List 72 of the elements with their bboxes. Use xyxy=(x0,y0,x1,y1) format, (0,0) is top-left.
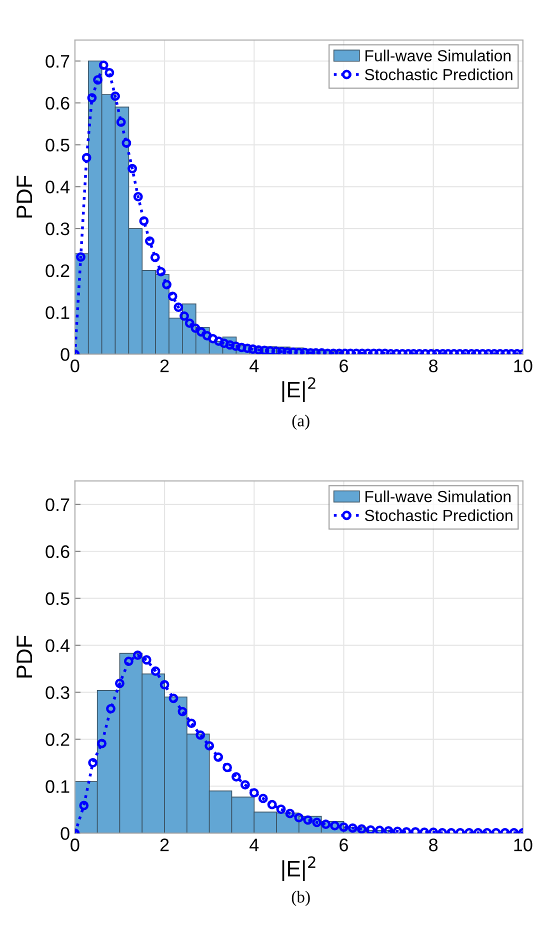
point xyxy=(142,655,152,665)
point xyxy=(214,752,224,762)
point xyxy=(348,823,358,833)
y-tick-label: 0.3 xyxy=(46,222,70,236)
point xyxy=(339,822,348,832)
y-tick-label: 0.1 xyxy=(46,780,70,793)
point xyxy=(115,678,124,688)
point xyxy=(97,738,107,748)
text: (b) xyxy=(292,890,310,906)
x-tick-label: 2 xyxy=(160,838,169,852)
x-tick-label: 4 xyxy=(250,360,259,372)
point xyxy=(294,812,304,822)
x-tick-label: 6 xyxy=(340,360,348,372)
legend-label: Full-wave Simulation xyxy=(366,490,511,502)
point xyxy=(249,788,259,798)
x-tick-label: 8 xyxy=(429,838,438,852)
y-tick-label: 0.7 xyxy=(46,498,70,512)
point xyxy=(285,808,295,818)
x-tick-label: 0 xyxy=(70,360,80,372)
point xyxy=(231,772,241,782)
x-tick-label: 10 xyxy=(514,360,532,372)
x-tick-label: 4 xyxy=(250,838,259,852)
x-tick-label: 2 xyxy=(160,360,169,372)
legend-label: Stochastic Prediction xyxy=(364,509,512,522)
point xyxy=(312,818,322,828)
point xyxy=(160,680,170,690)
point xyxy=(384,826,394,834)
point xyxy=(222,762,232,772)
y-tick-label: 0.1 xyxy=(46,306,70,319)
point xyxy=(267,800,277,810)
y-tick-label: 0.6 xyxy=(46,545,70,558)
point xyxy=(204,741,214,751)
x-axis-title: |E|$^{2}$ xyxy=(282,856,316,882)
y-tick-label: 0.4 xyxy=(46,180,70,194)
point xyxy=(132,650,142,660)
point xyxy=(374,826,384,834)
y-tick-label: 0.5 xyxy=(46,592,70,606)
point xyxy=(196,730,206,740)
point xyxy=(366,825,376,834)
point xyxy=(392,826,402,834)
point xyxy=(79,800,89,810)
point xyxy=(321,820,331,830)
point xyxy=(356,824,366,834)
y-tick-label: 0 xyxy=(60,827,70,840)
y-tick-label: 0.4 xyxy=(46,639,70,652)
point xyxy=(88,758,98,768)
y-tick-label: 0.2 xyxy=(46,733,70,746)
legend-label: Stochastic Prediction xyxy=(364,68,512,80)
y-tick-label: 0.2 xyxy=(46,264,70,278)
point xyxy=(240,780,250,790)
x-axis-title: |E|$^{2}$ xyxy=(282,377,316,402)
point xyxy=(150,666,160,676)
legend-label: Full-wave Simulation xyxy=(366,50,511,62)
point xyxy=(178,706,188,716)
y-axis-title: PDF xyxy=(16,176,32,218)
point xyxy=(124,656,134,666)
y-tick-label: 0.3 xyxy=(46,686,70,700)
point xyxy=(168,694,178,704)
point xyxy=(186,718,196,728)
point xyxy=(258,794,268,804)
y-tick-label: 0.7 xyxy=(46,54,70,68)
y-tick-label: 0 xyxy=(60,348,70,361)
point xyxy=(276,804,286,814)
point xyxy=(106,704,116,714)
x-tick-label: 6 xyxy=(340,838,348,852)
y-tick-label: 0.6 xyxy=(46,96,70,110)
y-axis-title: PDF xyxy=(16,636,32,678)
x-tick-label: 8 xyxy=(429,360,438,372)
text: (a) xyxy=(292,414,310,430)
x-tick-label: 0 xyxy=(70,838,80,852)
x-tick-label: 10 xyxy=(514,838,532,852)
y-tick-label: 0.5 xyxy=(46,138,70,152)
